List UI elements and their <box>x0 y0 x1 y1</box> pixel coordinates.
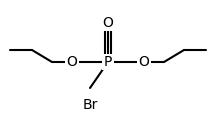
Text: Br: Br <box>82 98 98 112</box>
Text: O: O <box>67 55 78 69</box>
Text: O: O <box>138 55 149 69</box>
Text: P: P <box>104 55 112 69</box>
Text: O: O <box>103 16 113 30</box>
